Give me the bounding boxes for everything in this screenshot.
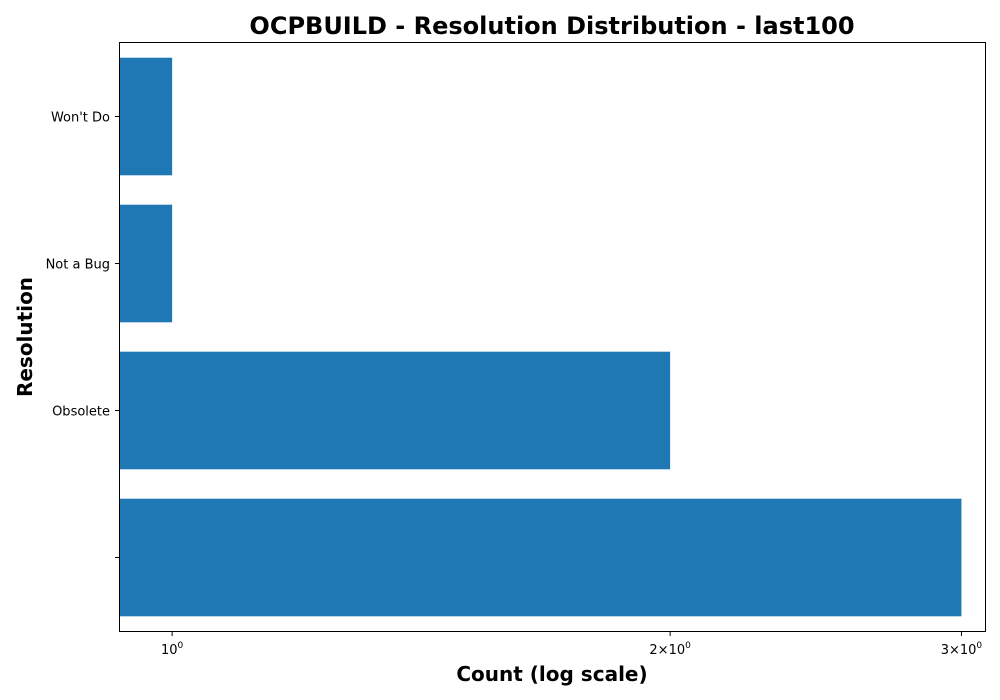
y-tick-label: Won't Do bbox=[51, 111, 110, 126]
y-ticks: Won't Do Not a Bug Obsolete bbox=[46, 111, 120, 558]
x-tick-label: 3×100 bbox=[941, 641, 983, 658]
y-tick-label: Not a Bug bbox=[46, 258, 110, 273]
x-ticks: 100 2×100 3×100 bbox=[161, 631, 982, 658]
y-tick-label: Obsolete bbox=[52, 405, 110, 420]
x-tick-label: 2×100 bbox=[649, 641, 691, 658]
bars-layer bbox=[120, 57, 962, 617]
plot-frame bbox=[119, 42, 986, 632]
bar-won-t-do bbox=[120, 57, 173, 176]
x-tick-label: 100 bbox=[161, 641, 184, 658]
x-axis-label: Count (log scale) bbox=[456, 662, 647, 686]
bar-not-a-bug bbox=[120, 204, 173, 323]
y-axis-label: Resolution bbox=[13, 277, 37, 397]
bar-obsolete bbox=[120, 351, 671, 470]
chart-title: OCPBUILD - Resolution Distribution - las… bbox=[249, 12, 854, 40]
bar-unlabeled bbox=[120, 498, 962, 617]
